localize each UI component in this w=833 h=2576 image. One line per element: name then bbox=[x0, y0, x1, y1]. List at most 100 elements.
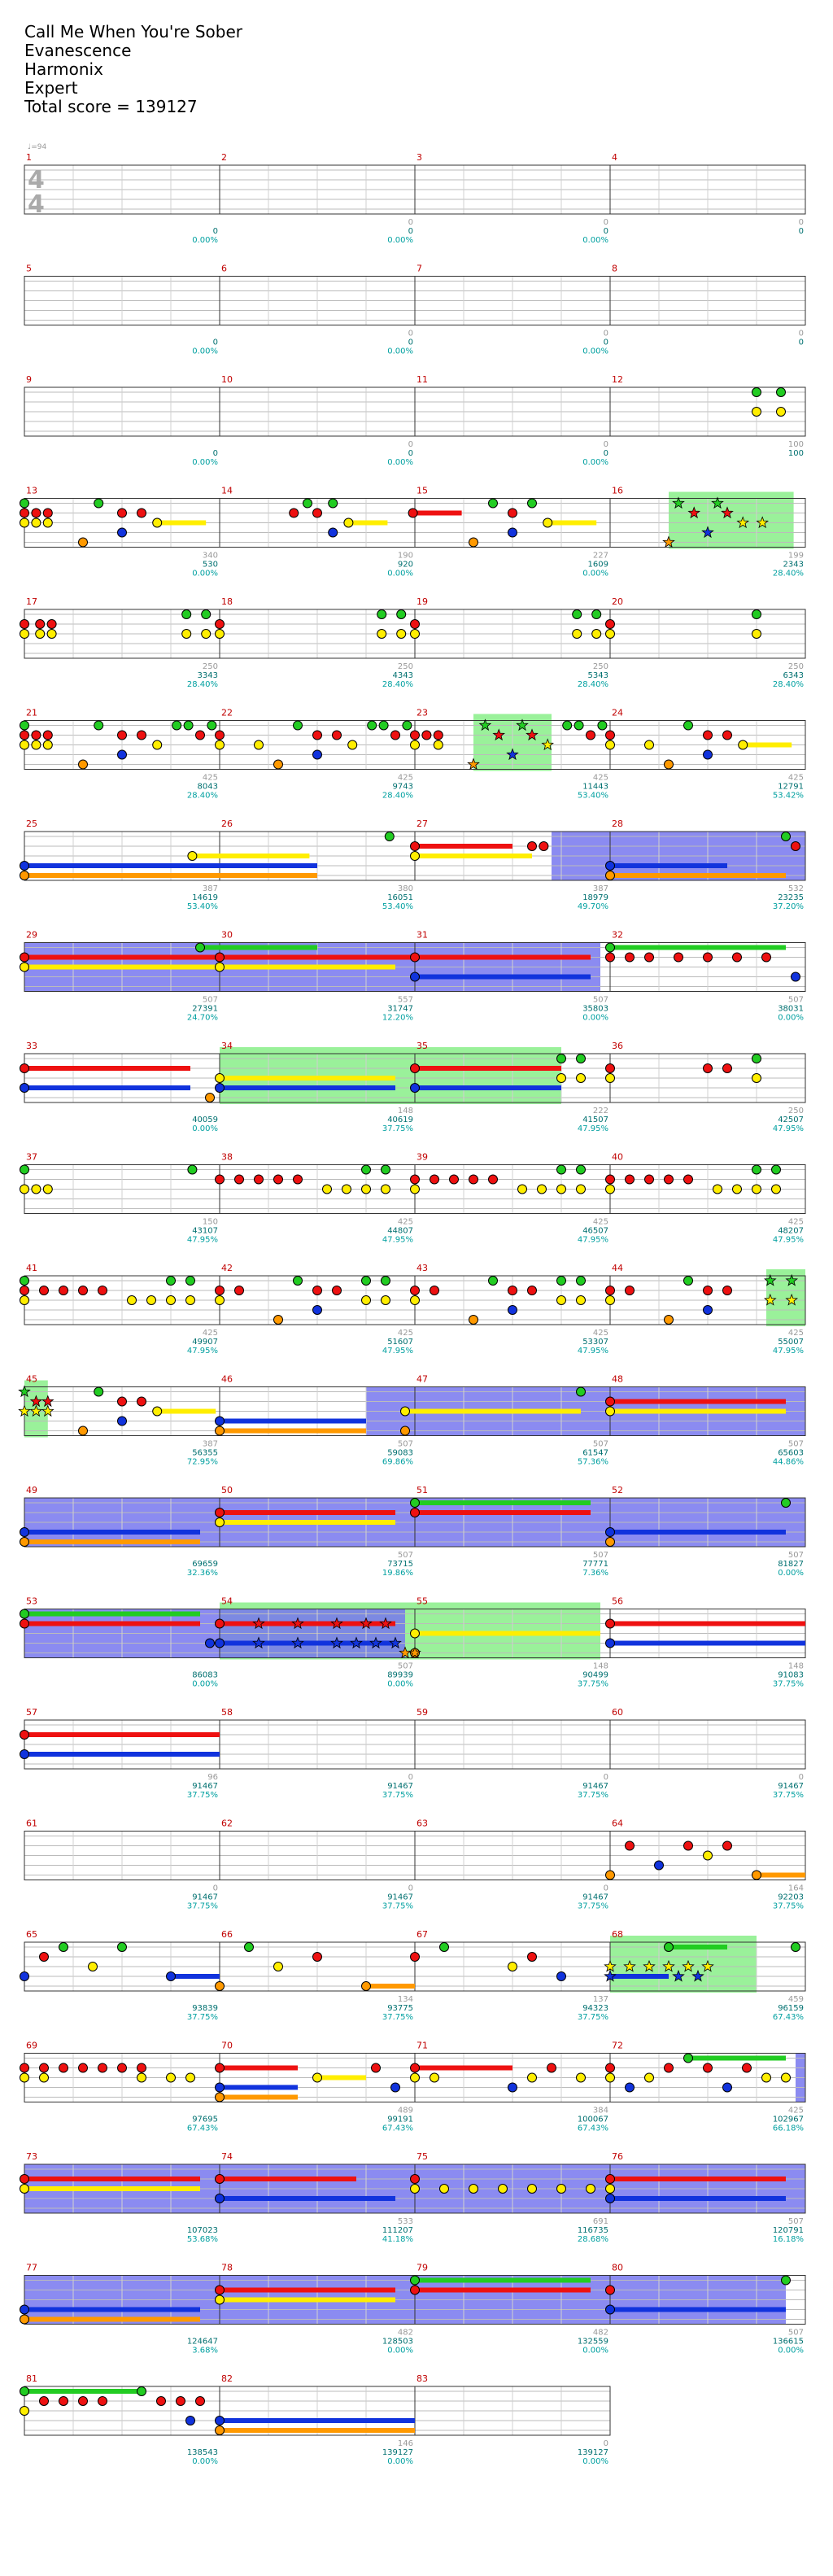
cumulative-score: 124647 bbox=[187, 2338, 218, 2347]
overdrive-percent: 37.75% bbox=[578, 2013, 608, 2022]
cumulative-score: 100 bbox=[788, 449, 804, 458]
star-note bbox=[252, 1617, 265, 1630]
measure-number: 38 bbox=[221, 1152, 233, 1163]
note-gem bbox=[20, 2386, 29, 2396]
cumulative-score: 0 bbox=[799, 338, 804, 347]
note-gem bbox=[152, 740, 163, 750]
note-gem bbox=[195, 2396, 205, 2406]
measure-number: 13 bbox=[26, 486, 37, 496]
measure-number: 14 bbox=[221, 486, 233, 496]
note-gem bbox=[20, 740, 29, 750]
note-gem bbox=[605, 1527, 615, 1537]
star-note bbox=[467, 758, 480, 771]
overdrive-percent: 0.00% bbox=[387, 236, 413, 245]
measure-number: 6 bbox=[221, 264, 227, 274]
note-gem bbox=[410, 2072, 420, 2083]
note-gem bbox=[433, 730, 443, 740]
measure-number: 51 bbox=[416, 1485, 428, 1495]
measure-points: 387 bbox=[203, 1440, 218, 1449]
note-gem bbox=[20, 2314, 29, 2325]
star-note bbox=[764, 1293, 777, 1306]
note-gem bbox=[605, 952, 615, 963]
star-note bbox=[662, 1959, 675, 1972]
star-note bbox=[389, 1636, 402, 1649]
sustain-tail bbox=[24, 2389, 142, 2394]
cumulative-score: 116735 bbox=[578, 2226, 608, 2235]
chart-row: 57 58 59 60969146737.75%09146737.75%0914673… bbox=[20, 1707, 806, 1800]
note-gem bbox=[410, 2285, 420, 2295]
overdrive-percent: 0.00% bbox=[582, 2347, 608, 2356]
cumulative-score: 132559 bbox=[578, 2338, 608, 2347]
cumulative-score: 92203 bbox=[778, 1893, 804, 1902]
note-gem bbox=[20, 1184, 29, 1194]
note-gem bbox=[752, 629, 761, 639]
measure-points: 96 bbox=[207, 1773, 218, 1782]
measure-points: 0 bbox=[604, 2439, 608, 2448]
sustain-tail bbox=[24, 954, 239, 960]
note-gem bbox=[605, 2174, 615, 2184]
note-gem bbox=[166, 1295, 176, 1305]
note-gem bbox=[605, 1063, 615, 1073]
note-gem bbox=[215, 962, 225, 972]
sustain-tail bbox=[24, 873, 317, 878]
star-note bbox=[41, 1404, 55, 1417]
note-gem bbox=[20, 2063, 29, 2073]
note-gem bbox=[215, 1426, 225, 1436]
note-gem bbox=[117, 508, 127, 518]
measure-points: 425 bbox=[788, 1329, 804, 1338]
overdrive-percent: 37.75% bbox=[382, 1902, 413, 1911]
overdrive-percent: 67.43% bbox=[578, 2124, 608, 2133]
measure-number: 15 bbox=[416, 486, 428, 496]
note-gem bbox=[20, 871, 29, 880]
note-gem bbox=[137, 2072, 146, 2083]
note-gem bbox=[410, 730, 420, 740]
note-gem bbox=[303, 498, 312, 509]
cumulative-score: 1609 bbox=[588, 561, 608, 570]
measure-number: 82 bbox=[221, 2373, 233, 2384]
sustain-tail bbox=[415, 1631, 600, 1636]
cumulative-score: 102967 bbox=[773, 2115, 804, 2124]
cumulative-score: 81827 bbox=[778, 1560, 804, 1569]
sustain-tail bbox=[24, 1066, 190, 1071]
cumulative-score: 55007 bbox=[778, 1338, 804, 1347]
measure-number: 1 bbox=[26, 152, 32, 163]
note-gem bbox=[752, 609, 761, 619]
note-gem bbox=[625, 1286, 635, 1295]
note-gem bbox=[31, 517, 41, 528]
measure-points: 250 bbox=[398, 662, 413, 671]
cumulative-score: 0 bbox=[408, 449, 413, 458]
note-gem bbox=[289, 508, 299, 518]
note-gem bbox=[20, 1730, 29, 1740]
note-gem bbox=[591, 629, 602, 639]
note-gem bbox=[215, 619, 225, 629]
overdrive-percent: 47.95% bbox=[187, 1347, 218, 1356]
overdrive-percent: 37.75% bbox=[187, 1791, 218, 1800]
sustain-tail bbox=[24, 964, 239, 970]
star-note bbox=[492, 728, 505, 741]
measure-points: 507 bbox=[593, 1440, 608, 1449]
measure-number: 48 bbox=[612, 1374, 623, 1385]
sustain-tail bbox=[610, 1399, 786, 1404]
note-gem bbox=[185, 2416, 195, 2425]
measure-number: 27 bbox=[416, 819, 428, 829]
note-gem bbox=[332, 1286, 342, 1295]
note-gem bbox=[328, 498, 338, 509]
cumulative-score: 93775 bbox=[387, 2004, 413, 2013]
sustain-tail bbox=[415, 844, 512, 849]
measure-points: 0 bbox=[604, 218, 608, 227]
note-gem bbox=[20, 1164, 29, 1175]
sustain-tail bbox=[220, 1418, 366, 1424]
note-gem bbox=[703, 1286, 713, 1295]
chart-row: 69 70 71 729769567.43%4899919167.43%3841000… bbox=[20, 2041, 806, 2133]
star-note bbox=[701, 526, 714, 539]
chart-row: 49 50 51 526965932.36%5077371519.86%5077777… bbox=[20, 1485, 806, 1578]
note-gem bbox=[683, 1276, 693, 1286]
cumulative-score: 91083 bbox=[778, 1671, 804, 1680]
sustain-tail bbox=[688, 2055, 786, 2061]
measure-points: 100 bbox=[788, 440, 804, 449]
note-gem bbox=[410, 1628, 420, 1639]
note-gem bbox=[791, 971, 800, 982]
sustain-tail bbox=[610, 1640, 805, 1646]
note-gem bbox=[410, 1295, 420, 1305]
measure-number: 32 bbox=[612, 930, 623, 941]
